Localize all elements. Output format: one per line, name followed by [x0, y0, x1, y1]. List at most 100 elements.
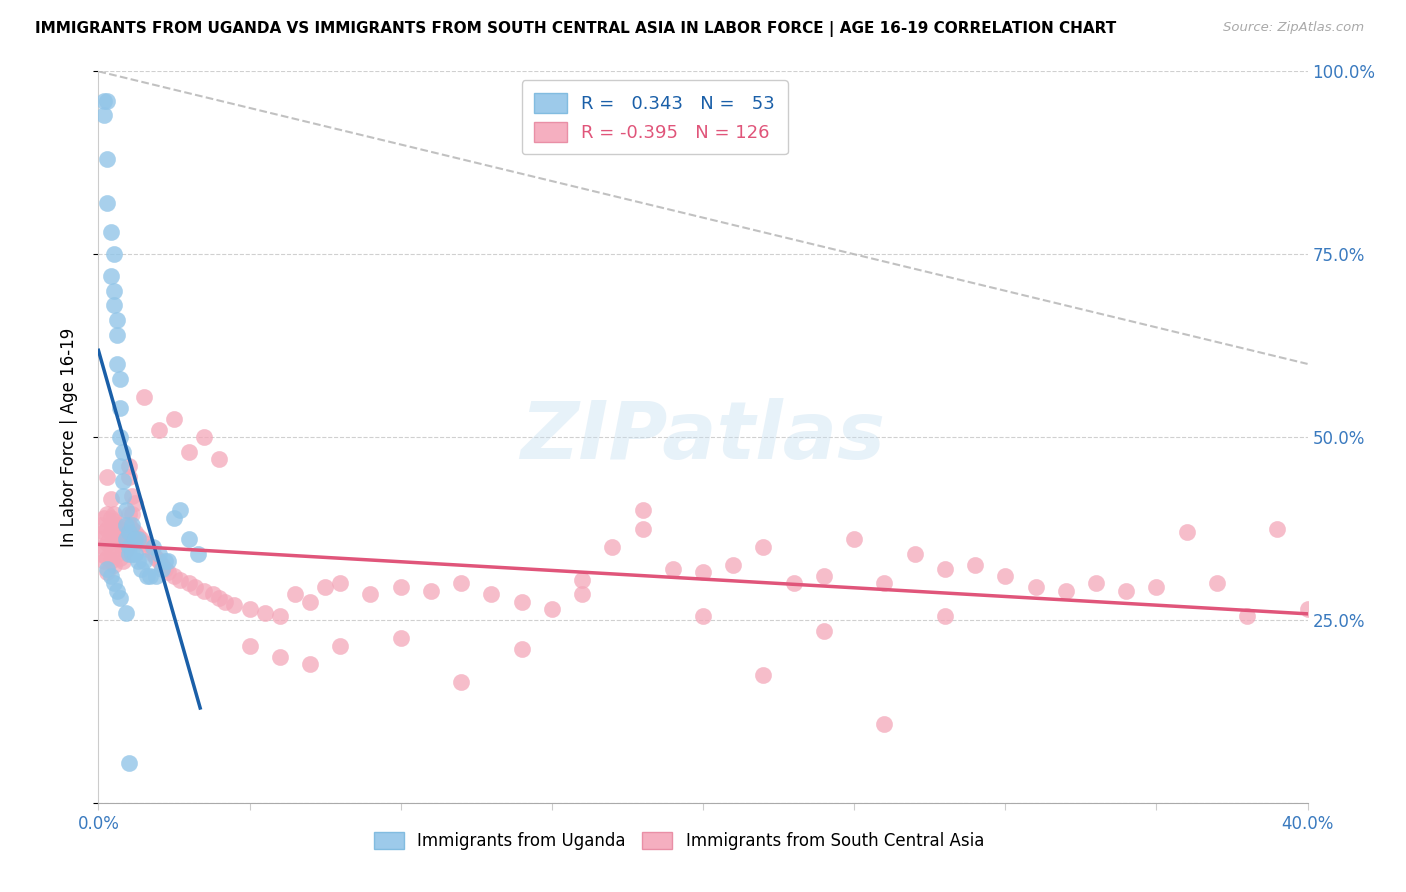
Point: [179, 576, 201, 591]
Point: [783, 576, 806, 591]
Point: [965, 558, 987, 573]
Point: [105, 521, 128, 535]
Point: [631, 521, 654, 535]
Point: [96, 521, 118, 535]
Point: [118, 517, 141, 532]
Point: [103, 507, 125, 521]
Point: [934, 562, 956, 576]
Point: [156, 554, 179, 568]
Point: [752, 540, 775, 554]
Point: [389, 632, 412, 646]
Point: [224, 599, 246, 613]
Point: [96, 550, 118, 565]
Point: [284, 587, 307, 601]
Point: [121, 489, 143, 503]
Point: [127, 529, 149, 543]
Point: [1175, 525, 1198, 540]
Point: [239, 602, 262, 616]
Point: [100, 525, 122, 540]
Point: [100, 492, 122, 507]
Y-axis label: In Labor Force | Age 16-19: In Labor Force | Age 16-19: [59, 327, 77, 547]
Point: [153, 554, 176, 568]
Point: [269, 609, 291, 624]
Point: [114, 503, 136, 517]
Point: [187, 547, 209, 561]
Point: [90, 517, 112, 532]
Point: [1115, 583, 1137, 598]
Point: [179, 444, 201, 458]
Point: [108, 550, 131, 565]
Point: [239, 639, 262, 653]
Point: [108, 536, 131, 550]
Point: [96, 196, 118, 211]
Point: [105, 327, 128, 342]
Point: [96, 566, 118, 580]
Point: [111, 489, 134, 503]
Point: [631, 503, 654, 517]
Point: [299, 594, 322, 608]
Point: [184, 580, 207, 594]
Point: [193, 583, 215, 598]
Point: [129, 533, 152, 547]
Point: [103, 576, 125, 591]
Point: [540, 602, 562, 616]
Point: [93, 94, 115, 108]
Point: [169, 573, 191, 587]
Point: [510, 594, 533, 608]
Point: [121, 547, 143, 561]
Point: [148, 547, 170, 561]
Point: [121, 507, 143, 521]
Point: [108, 459, 131, 474]
Point: [105, 517, 128, 532]
Point: [179, 533, 201, 547]
Point: [813, 569, 835, 583]
Point: [127, 533, 149, 547]
Point: [103, 543, 125, 558]
Point: [1054, 583, 1077, 598]
Point: [96, 536, 118, 550]
Point: [111, 525, 134, 540]
Point: [1144, 580, 1167, 594]
Point: [142, 540, 165, 554]
Point: [360, 587, 382, 601]
Point: [124, 533, 146, 547]
Point: [169, 503, 191, 517]
Point: [208, 591, 231, 605]
Point: [135, 540, 157, 554]
Point: [124, 496, 146, 510]
Point: [100, 569, 122, 583]
Point: [96, 562, 118, 576]
Point: [150, 562, 173, 576]
Point: [93, 108, 115, 122]
Point: [450, 576, 472, 591]
Point: [111, 540, 134, 554]
Point: [214, 594, 236, 608]
Point: [105, 547, 128, 561]
Point: [108, 371, 131, 385]
Point: [114, 543, 136, 558]
Point: [156, 566, 179, 580]
Point: [163, 412, 186, 426]
Point: [100, 225, 122, 239]
Point: [105, 583, 128, 598]
Point: [873, 576, 896, 591]
Point: [602, 540, 624, 554]
Point: [103, 514, 125, 528]
Point: [129, 562, 152, 576]
Text: ZIPatlas: ZIPatlas: [520, 398, 886, 476]
Point: [93, 510, 115, 524]
Point: [100, 510, 122, 524]
Point: [145, 569, 167, 583]
Point: [813, 624, 835, 638]
Point: [114, 533, 136, 547]
Point: [111, 444, 134, 458]
Point: [93, 525, 115, 540]
Text: Source: ZipAtlas.com: Source: ZipAtlas.com: [1223, 21, 1364, 35]
Point: [90, 547, 112, 561]
Point: [1085, 576, 1108, 591]
Point: [118, 540, 141, 554]
Point: [299, 657, 322, 671]
Point: [103, 529, 125, 543]
Point: [1206, 576, 1229, 591]
Point: [103, 247, 125, 261]
